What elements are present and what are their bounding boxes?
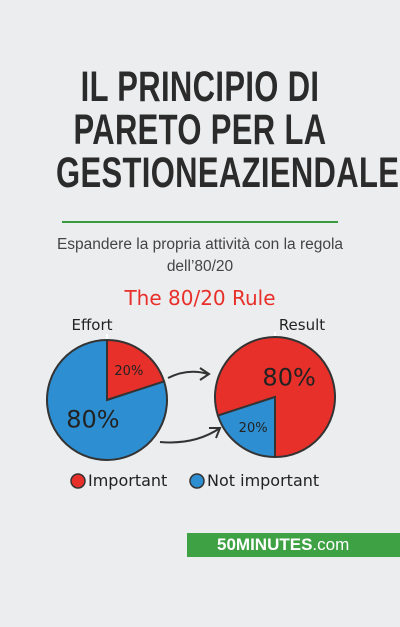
- brand-bold: 50MINUTES: [217, 535, 313, 554]
- slice-label: 20%: [239, 421, 268, 436]
- pie-label: Effort: [71, 316, 112, 334]
- slice-label: 80%: [66, 405, 119, 433]
- pie-slice: [216, 395, 276, 459]
- pie-slice: [214, 336, 336, 459]
- brand-rest: .com: [312, 535, 350, 554]
- slice-label: 80%: [262, 364, 315, 392]
- title-line: GESTIONEAZIENDALE: [56, 149, 400, 197]
- legend-swatch: [70, 473, 86, 489]
- legend-label: Not important: [207, 471, 319, 490]
- legend-label: Important: [88, 471, 167, 490]
- brand: 50MINUTES.com: [187, 533, 400, 557]
- pie-slice: [46, 338, 168, 461]
- divider: [62, 221, 338, 223]
- arrow: [199, 367, 211, 381]
- arrow: [209, 427, 222, 439]
- pie-slice: [106, 338, 166, 402]
- arrow: [167, 370, 209, 379]
- illustration-title: The 80/20 Rule: [123, 286, 275, 310]
- slice-label: 20%: [114, 364, 143, 379]
- pie-label: Result: [279, 316, 325, 334]
- title-line: PARETO PER LA: [73, 106, 327, 154]
- arrow: [159, 427, 221, 444]
- illustration: The 80/20 Rule Effort Result 20% 80% 80% 20…: [46, 286, 336, 490]
- legend-swatch: [189, 473, 205, 489]
- subtitle: Espandere la propria attività con la reg…: [56, 236, 344, 275]
- title-line: IL PRINCIPIO DI: [80, 63, 320, 111]
